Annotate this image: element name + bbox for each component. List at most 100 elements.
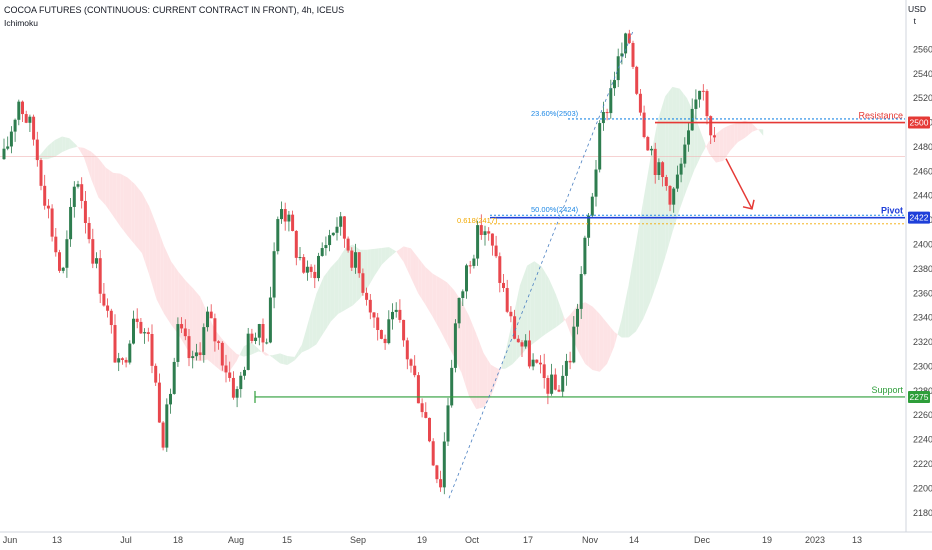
candles [2, 29, 716, 495]
cloud-segment [465, 308, 469, 397]
candle [187, 336, 191, 359]
cloud-segment [596, 310, 600, 372]
candle [450, 367, 454, 406]
candle [472, 258, 476, 266]
cloud-segment [374, 248, 379, 276]
currency-sub-label: t [913, 16, 916, 26]
cloud-segment [265, 352, 270, 356]
x-tick-label: Dec [694, 535, 711, 545]
x-tick-label: Nov [582, 535, 599, 545]
candle [61, 267, 65, 271]
fib-trend-line [448, 30, 634, 499]
candle [394, 309, 398, 312]
candle [679, 163, 683, 175]
candle [646, 137, 650, 151]
cloud-segment [545, 272, 549, 335]
cloud-segment [167, 253, 172, 325]
candle [383, 338, 387, 344]
cloud-segment [461, 301, 466, 385]
candle [261, 324, 265, 343]
cloud-segment [330, 263, 335, 322]
candle [675, 174, 679, 189]
candle [372, 312, 376, 318]
candle [594, 169, 598, 197]
cloud-segment [712, 133, 716, 163]
candle [120, 358, 124, 360]
x-tick-label: Oct [465, 535, 480, 545]
cloud-segment [51, 139, 55, 158]
cloud-segment [80, 147, 84, 158]
candle [502, 282, 505, 289]
candle [313, 271, 317, 279]
cloud-segment [501, 352, 506, 369]
cloud-segment [345, 246, 350, 310]
cloud-segment [556, 294, 560, 328]
x-tick-label: Sep [350, 535, 366, 545]
candle [2, 148, 6, 160]
cloud-segment [610, 327, 615, 356]
y-tick-label: 2320 [913, 337, 932, 347]
candle [642, 112, 646, 138]
cloud-segment [621, 301, 626, 338]
cloud-segment [508, 320, 513, 367]
cloud-segment [280, 353, 284, 365]
candle [424, 412, 428, 418]
candle [398, 309, 402, 320]
cloud-segment [490, 364, 495, 397]
cloud-segment [643, 178, 647, 319]
cloud-segment [552, 286, 557, 330]
cloud-segment [737, 121, 742, 143]
x-tick-label: 18 [173, 535, 183, 545]
cloud-segment [305, 318, 310, 351]
candle [246, 333, 250, 370]
candle [705, 91, 709, 117]
candle [564, 360, 568, 376]
candle [342, 216, 346, 239]
cloud-segment [98, 158, 103, 202]
cloud-segment [196, 292, 201, 362]
cloud-segment [178, 271, 182, 341]
cloud-segment [309, 306, 313, 350]
candle [546, 378, 550, 394]
cloud-segment [276, 353, 281, 364]
y-tick-label: 2240 [913, 435, 932, 445]
cloud-segment [192, 288, 197, 361]
currency-label: USD [908, 4, 926, 14]
cloud-segment [370, 248, 375, 283]
cloud-segment [559, 305, 564, 325]
candle [135, 318, 139, 322]
cloud-segment [334, 259, 339, 318]
candle [50, 208, 54, 237]
cloud-segment [171, 261, 175, 330]
candle [590, 196, 594, 216]
cloud-segment [672, 86, 677, 233]
cloud-segment [40, 150, 44, 160]
candle [431, 441, 435, 466]
y-tick-label: 2380 [913, 264, 932, 274]
candle [13, 119, 17, 132]
candle [32, 116, 36, 140]
cloud-segment [142, 192, 146, 265]
cloud-segment [694, 113, 698, 171]
cloud-segment [327, 267, 331, 328]
cloud-segment [83, 147, 88, 169]
cloud-segment [614, 331, 618, 347]
candle [43, 185, 47, 206]
level-badge-label: 2500 [910, 118, 929, 128]
candle [428, 417, 431, 442]
candle [505, 288, 509, 312]
cloud-segment [421, 262, 426, 305]
candle [668, 185, 672, 205]
candle [476, 225, 480, 259]
candle [154, 365, 158, 383]
indicator-label[interactable]: Ichimoku [4, 18, 39, 28]
candle [435, 465, 439, 480]
candle [405, 340, 409, 360]
candle [620, 53, 624, 57]
candle [117, 358, 121, 363]
cloud-segment [741, 120, 746, 140]
cloud-segment [116, 173, 121, 227]
candle [206, 311, 209, 328]
